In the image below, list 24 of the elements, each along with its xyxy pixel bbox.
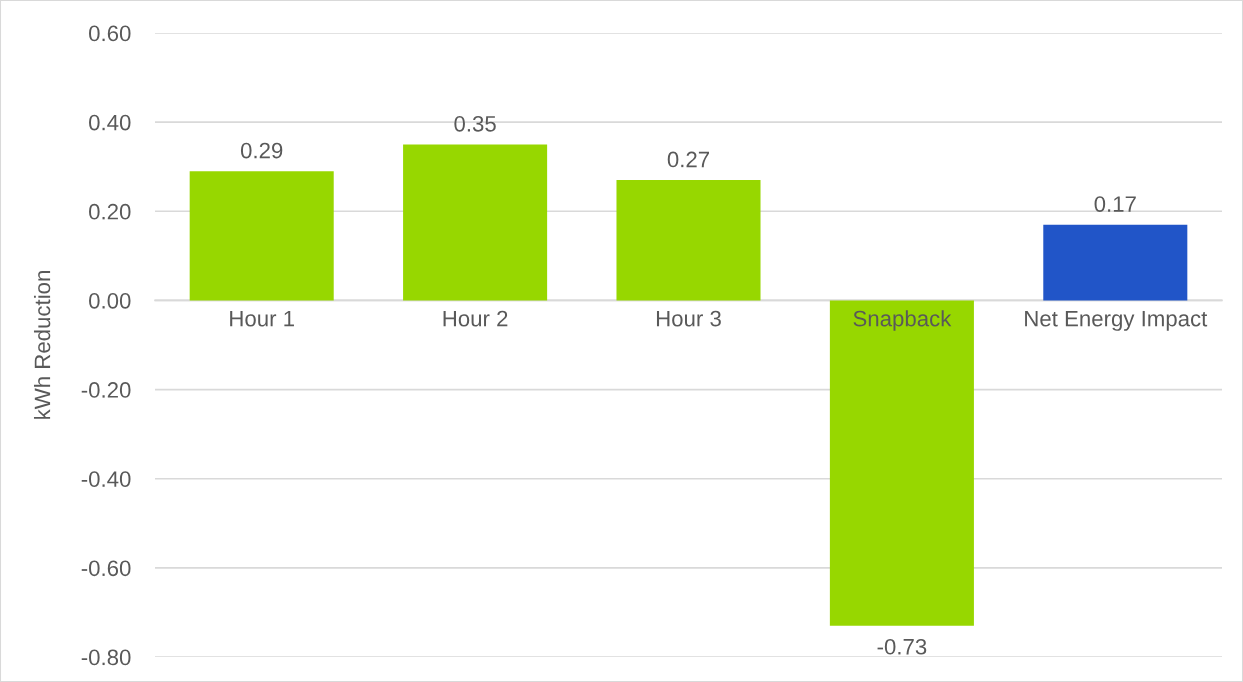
x-tick-label: Hour 3	[656, 310, 721, 327]
bar	[829, 300, 974, 626]
bar	[1043, 224, 1188, 301]
bar	[403, 144, 548, 301]
data-label: 0.27	[667, 151, 710, 168]
y-tick-label: 0.60	[89, 25, 131, 42]
y-tick-label: -0.40	[81, 471, 131, 487]
y-tick-label: 0.00	[89, 292, 131, 309]
bar	[189, 171, 334, 301]
y-tick-label: 0.40	[89, 114, 131, 131]
x-tick-label: Hour 1	[230, 310, 294, 327]
y-tick-label: 0.20	[89, 203, 131, 220]
bar	[616, 180, 761, 301]
data-label: 0.29	[240, 142, 283, 159]
x-tick-label: Hour 2	[443, 310, 508, 327]
data-label: 0.17	[1094, 196, 1136, 212]
y-tick-label: -0.20	[81, 382, 131, 398]
y-axis-title: kWh Reduction	[33, 271, 51, 419]
y-tick-label: -0.80	[81, 649, 131, 666]
x-tick-label: Snapback	[853, 310, 952, 331]
x-tick-label: Net Energy Impact	[1025, 310, 1208, 331]
data-label: 0.35	[454, 115, 496, 132]
y-tick-label: -0.60	[81, 560, 131, 577]
data-label: -0.73	[877, 638, 927, 655]
